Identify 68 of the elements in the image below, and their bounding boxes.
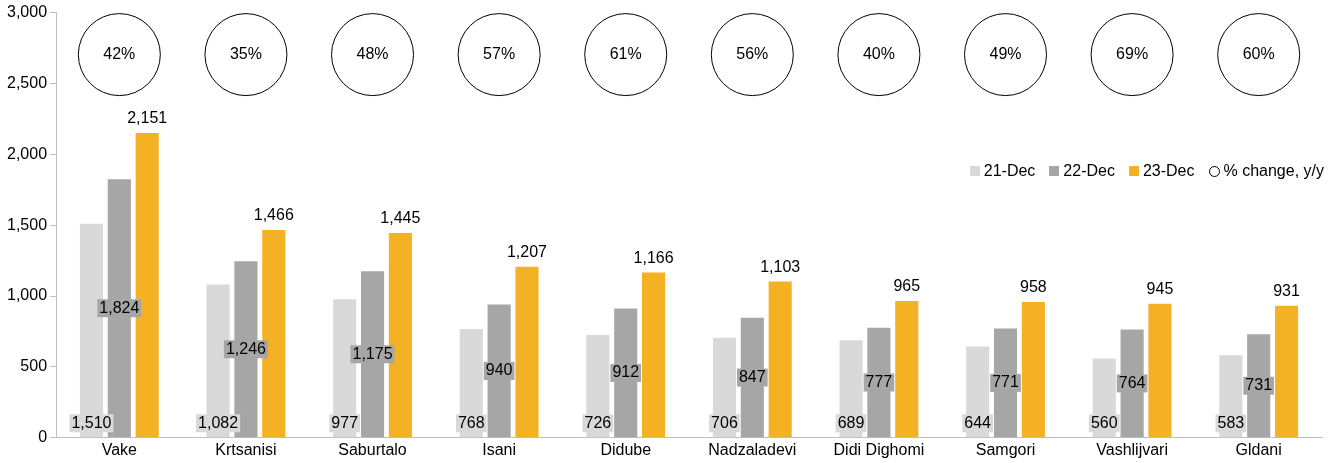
x-tick-label: Gldani: [1235, 440, 1282, 458]
bar: [515, 266, 539, 438]
x-tick-label: Didi Dighomi: [833, 440, 925, 458]
x-tick-label: Nadzaladevi: [708, 440, 797, 458]
data-label: 560: [1090, 413, 1118, 431]
bar: [1021, 302, 1045, 438]
legend-label: 23-Dec: [1142, 162, 1195, 180]
annotation: 60%: [1242, 45, 1275, 63]
x-tick-label: Krtsanisi: [215, 440, 277, 458]
x-tick-label: Saburtalo: [338, 440, 407, 458]
y-tick-label: 2,500: [6, 73, 48, 91]
y-tick-label: 1,500: [6, 215, 48, 233]
data-label: 977: [331, 413, 359, 431]
x-tick-label: Vashlijvari: [1096, 440, 1168, 458]
data-label: 768: [457, 413, 485, 431]
data-label: 731: [1245, 376, 1273, 394]
x-tick-label: Isani: [482, 440, 517, 458]
data-label: 931: [1273, 282, 1300, 300]
legend-label: 22-Dec: [1063, 162, 1115, 180]
bar: [1148, 303, 1172, 438]
data-label: 1,824: [99, 298, 140, 316]
annotation: 48%: [356, 45, 389, 63]
annotation: 35%: [229, 45, 262, 63]
data-label: 583: [1217, 413, 1245, 431]
bar: [642, 272, 666, 438]
annotation: 69%: [1116, 45, 1149, 63]
x-tick-label: Samgori: [975, 440, 1036, 458]
annotation: 57%: [483, 45, 516, 63]
x-tick-label: Vake: [101, 440, 138, 458]
data-label: 777: [865, 372, 893, 390]
data-label: 771: [992, 373, 1019, 391]
data-label: 1,510: [71, 413, 112, 431]
data-label: 847: [738, 367, 766, 385]
data-label: 689: [837, 413, 865, 431]
data-label: 1,246: [225, 339, 267, 357]
bar: [768, 281, 792, 438]
data-label: 1,082: [198, 413, 239, 431]
y-tick-label: 0: [38, 428, 48, 446]
data-label: 1,207: [506, 243, 548, 261]
y-tick-label: 1,000: [6, 286, 48, 304]
annotation: 49%: [989, 45, 1022, 63]
data-label: 1,103: [760, 257, 801, 275]
data-label: 965: [893, 277, 921, 295]
legend-label: 21-Dec: [983, 162, 1036, 180]
data-label: 1,166: [633, 248, 674, 266]
legend-label: % change, y/y: [1223, 162, 1324, 180]
data-label: 1,175: [352, 344, 393, 362]
data-label: 958: [1020, 278, 1047, 296]
data-label: 1,466: [253, 206, 294, 224]
y-tick-label: 2,000: [6, 144, 48, 162]
annotation: 42%: [103, 45, 136, 63]
data-label: 912: [612, 363, 640, 381]
data-label: 644: [964, 413, 992, 431]
data-label: 764: [1118, 373, 1146, 391]
data-label: 2,151: [127, 109, 168, 127]
data-label: 1,445: [380, 209, 421, 227]
data-label: 706: [711, 413, 738, 431]
annotation: 40%: [862, 45, 895, 63]
annotation: 61%: [609, 45, 642, 63]
data-label: 726: [584, 413, 612, 431]
bar: [895, 301, 919, 438]
annotation: 56%: [736, 45, 769, 63]
data-label: 945: [1146, 280, 1174, 298]
y-tick-label: 3,000: [6, 3, 48, 21]
y-tick-label: 500: [20, 357, 48, 375]
bar: [1274, 305, 1299, 438]
x-tick-label: Didube: [600, 440, 652, 458]
data-label: 940: [485, 361, 513, 379]
